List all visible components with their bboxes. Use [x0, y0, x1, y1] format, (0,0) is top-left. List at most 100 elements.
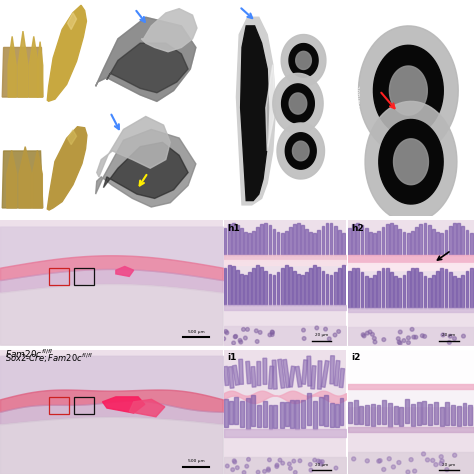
- Bar: [348, 350, 474, 384]
- Circle shape: [232, 459, 236, 463]
- Bar: [260, 266, 263, 305]
- Polygon shape: [2, 47, 43, 97]
- Circle shape: [318, 460, 322, 464]
- Circle shape: [275, 465, 279, 468]
- Polygon shape: [37, 42, 43, 97]
- Bar: [411, 268, 414, 308]
- Polygon shape: [129, 399, 165, 417]
- Polygon shape: [96, 129, 196, 207]
- Bar: [365, 404, 369, 425]
- Bar: [348, 350, 474, 406]
- Text: 20 μm: 20 μm: [315, 463, 328, 466]
- Circle shape: [365, 459, 369, 463]
- Circle shape: [439, 455, 443, 459]
- Circle shape: [352, 457, 356, 461]
- Bar: [295, 400, 299, 429]
- Bar: [273, 275, 275, 305]
- Bar: [468, 405, 472, 425]
- Bar: [398, 278, 401, 308]
- Bar: [273, 229, 275, 255]
- Bar: [461, 226, 464, 255]
- Bar: [257, 362, 261, 385]
- Bar: [260, 224, 263, 255]
- Circle shape: [439, 462, 443, 465]
- Bar: [348, 271, 351, 308]
- Circle shape: [328, 337, 331, 341]
- Bar: [383, 400, 386, 424]
- Circle shape: [233, 460, 237, 464]
- Bar: [428, 404, 432, 425]
- Bar: [228, 265, 230, 305]
- Bar: [465, 230, 468, 255]
- Bar: [307, 356, 311, 386]
- Bar: [321, 271, 324, 305]
- Text: 20 μm: 20 μm: [442, 333, 456, 337]
- Bar: [376, 405, 381, 424]
- Circle shape: [414, 335, 418, 339]
- Bar: [281, 233, 283, 255]
- Text: E: E: [96, 4, 102, 14]
- Bar: [263, 401, 266, 427]
- Text: G: G: [349, 4, 357, 14]
- Circle shape: [258, 330, 262, 334]
- Circle shape: [410, 328, 414, 331]
- Polygon shape: [296, 51, 311, 70]
- Bar: [402, 232, 405, 255]
- Circle shape: [361, 333, 365, 337]
- Circle shape: [431, 458, 435, 463]
- Circle shape: [434, 463, 438, 466]
- Circle shape: [397, 340, 401, 344]
- Circle shape: [288, 462, 291, 466]
- Circle shape: [365, 331, 369, 335]
- Bar: [365, 276, 367, 308]
- Bar: [342, 233, 345, 255]
- Bar: [457, 406, 461, 426]
- Bar: [236, 271, 239, 305]
- Polygon shape: [374, 46, 443, 136]
- Bar: [365, 228, 367, 255]
- Bar: [285, 402, 289, 426]
- Bar: [301, 400, 305, 428]
- Bar: [246, 361, 251, 384]
- Bar: [310, 268, 312, 305]
- Bar: [264, 223, 267, 255]
- Bar: [301, 275, 304, 305]
- Circle shape: [373, 340, 377, 344]
- Bar: [224, 268, 227, 305]
- Bar: [302, 360, 308, 384]
- Bar: [297, 223, 300, 255]
- Bar: [311, 365, 316, 389]
- Circle shape: [232, 341, 236, 345]
- Polygon shape: [47, 5, 86, 101]
- Circle shape: [242, 328, 245, 331]
- Bar: [319, 397, 323, 425]
- Bar: [457, 278, 460, 308]
- Bar: [330, 223, 332, 255]
- Circle shape: [267, 468, 270, 472]
- Circle shape: [242, 471, 246, 474]
- Circle shape: [302, 337, 306, 340]
- Bar: [407, 271, 410, 308]
- Bar: [338, 230, 341, 255]
- Bar: [291, 400, 294, 428]
- Circle shape: [271, 331, 274, 334]
- Polygon shape: [266, 65, 275, 151]
- Bar: [305, 272, 308, 305]
- Circle shape: [238, 338, 242, 342]
- Text: 20 μm: 20 μm: [315, 333, 328, 337]
- Bar: [224, 399, 228, 427]
- Circle shape: [420, 334, 424, 337]
- Bar: [449, 226, 452, 255]
- Bar: [377, 231, 380, 255]
- Circle shape: [378, 459, 382, 463]
- Bar: [382, 268, 384, 308]
- Bar: [256, 228, 259, 255]
- Bar: [348, 228, 351, 255]
- Bar: [269, 225, 271, 255]
- Bar: [415, 268, 418, 308]
- Bar: [371, 404, 375, 426]
- Circle shape: [255, 340, 259, 343]
- Bar: [277, 272, 280, 305]
- Polygon shape: [358, 26, 458, 155]
- Text: 500 μm: 500 μm: [188, 459, 204, 463]
